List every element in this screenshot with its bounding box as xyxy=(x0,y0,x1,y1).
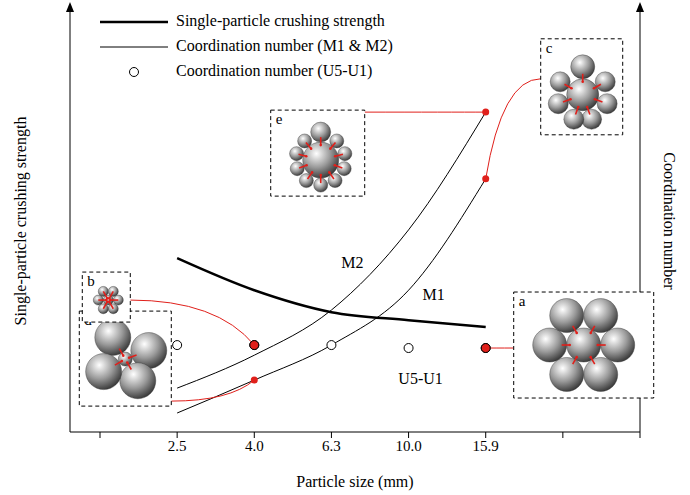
svg-text:15.9: 15.9 xyxy=(473,438,499,454)
svg-text:6.3: 6.3 xyxy=(322,438,341,454)
svg-text:Coordination number (U5-U1): Coordination number (U5-U1) xyxy=(176,62,372,80)
svg-text:Particle size (mm): Particle size (mm) xyxy=(296,473,413,491)
svg-text:M2: M2 xyxy=(341,254,363,271)
svg-text:b: b xyxy=(87,273,95,289)
svg-text:2.5: 2.5 xyxy=(168,438,187,454)
svg-text:e: e xyxy=(276,111,283,127)
svg-text:Coordination number (M1 & M2): Coordination number (M1 & M2) xyxy=(176,37,393,55)
svg-text:c: c xyxy=(546,40,553,56)
svg-text:Coordination number: Coordination number xyxy=(661,152,678,290)
svg-text:10.0: 10.0 xyxy=(395,438,421,454)
svg-text:M1: M1 xyxy=(423,286,445,303)
svg-text:U5-U1: U5-U1 xyxy=(398,370,442,387)
svg-text:4.0: 4.0 xyxy=(245,438,264,454)
svg-text:a: a xyxy=(519,293,526,309)
svg-text:Single-particle crushing stren: Single-particle crushing strength xyxy=(176,12,385,30)
svg-text:Single-particle crushing stren: Single-particle crushing strength xyxy=(12,117,30,326)
